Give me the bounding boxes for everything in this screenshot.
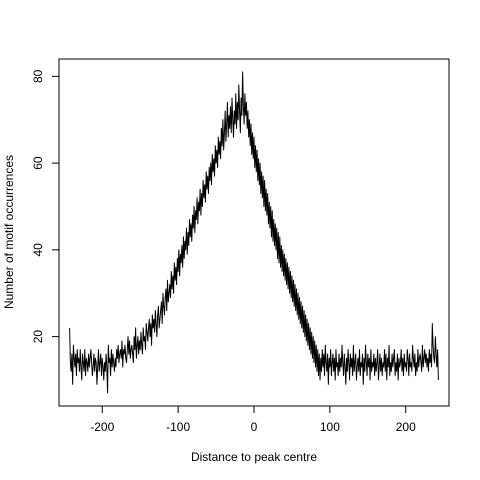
y-tick-label: 40 (31, 243, 45, 257)
y-tick-label: 20 (31, 330, 45, 344)
x-tick-label: -200 (90, 420, 114, 434)
x-tick-label: 0 (251, 420, 258, 434)
y-tick-label: 60 (31, 156, 45, 170)
x-axis: -200 -100 0 100 200 (90, 405, 416, 434)
x-tick-label: 100 (320, 420, 340, 434)
y-tick-label: 80 (31, 69, 45, 83)
y-axis: 20 40 60 80 (31, 69, 60, 344)
x-axis-label: Distance to peak centre (191, 450, 317, 464)
y-axis-label: Number of motif occurrences (2, 155, 16, 309)
series-group (69, 71, 439, 394)
series-line (69, 71, 439, 394)
x-tick-label: 200 (396, 420, 416, 434)
x-tick-label: -100 (166, 420, 190, 434)
